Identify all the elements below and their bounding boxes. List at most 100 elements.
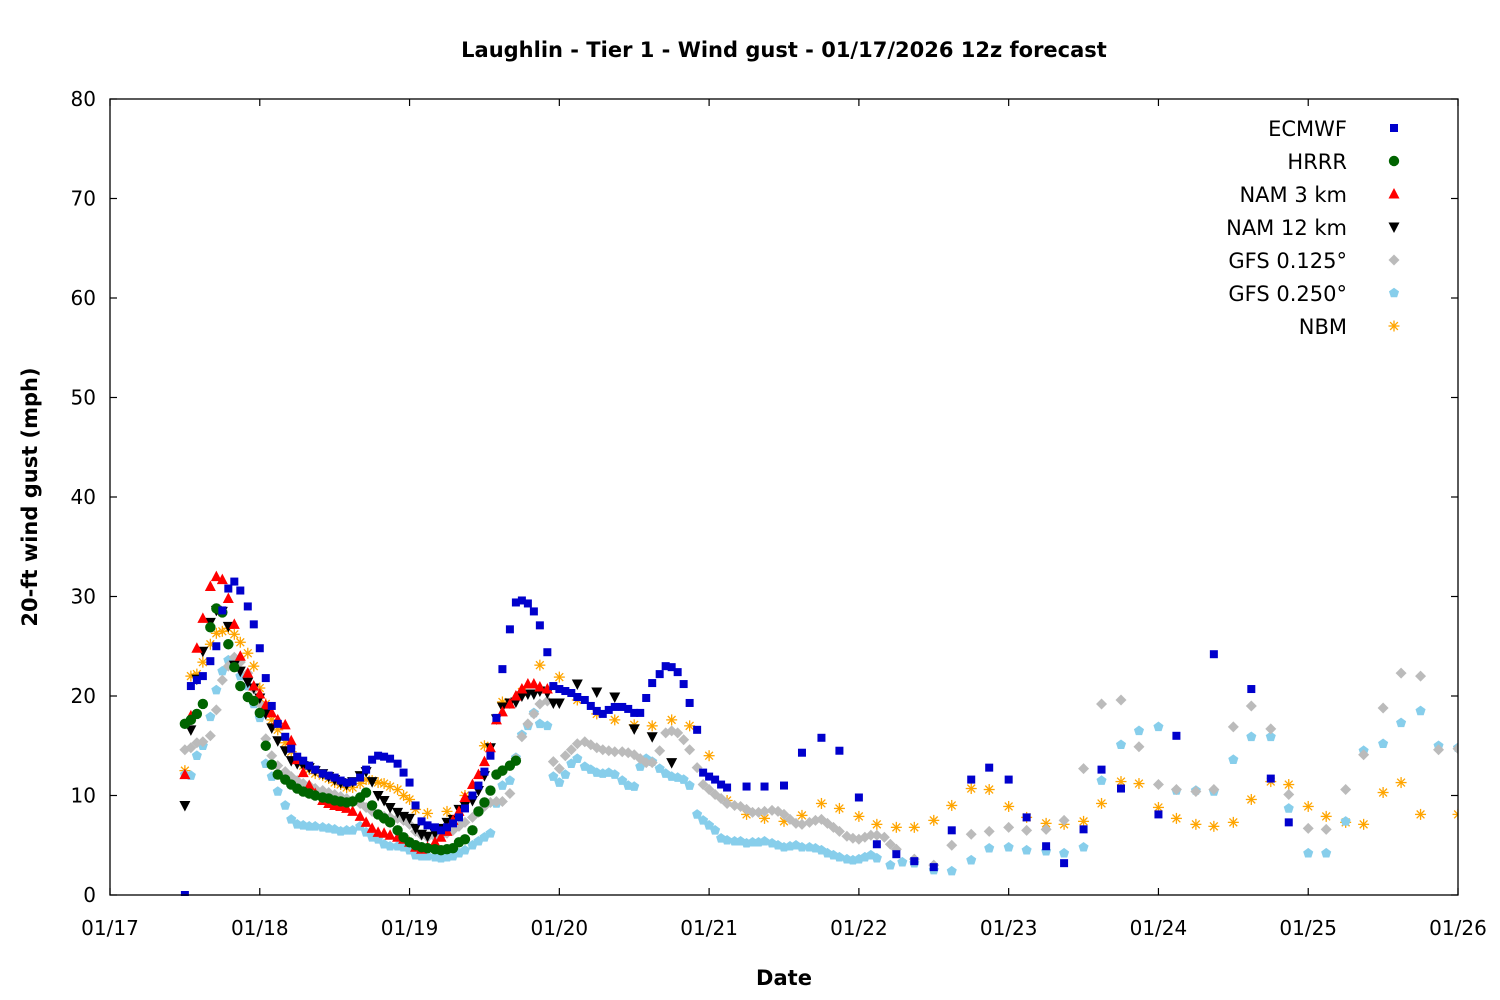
data-point bbox=[1396, 777, 1407, 788]
data-point bbox=[461, 804, 469, 812]
data-point bbox=[1303, 848, 1313, 858]
data-point bbox=[1116, 694, 1127, 705]
data-point bbox=[892, 850, 900, 858]
data-point bbox=[530, 607, 538, 615]
data-point bbox=[1023, 813, 1031, 821]
data-point bbox=[236, 587, 244, 595]
data-point bbox=[217, 675, 228, 686]
data-point bbox=[1060, 859, 1068, 867]
data-point bbox=[1153, 722, 1163, 732]
data-point bbox=[197, 612, 208, 623]
data-point bbox=[647, 720, 658, 731]
data-point bbox=[1267, 775, 1275, 783]
data-points bbox=[179, 571, 1463, 899]
data-point bbox=[1303, 823, 1314, 834]
data-point bbox=[1172, 732, 1180, 740]
data-point bbox=[1022, 845, 1032, 855]
data-point bbox=[528, 708, 539, 719]
data-point bbox=[229, 662, 239, 672]
data-point bbox=[666, 758, 677, 769]
data-point bbox=[212, 642, 220, 650]
data-point bbox=[230, 578, 238, 586]
data-point bbox=[1321, 848, 1331, 858]
data-point bbox=[654, 745, 665, 756]
data-point bbox=[948, 826, 956, 834]
y-axis-label: 20-ft wind gust (mph) bbox=[18, 367, 42, 626]
data-point bbox=[218, 606, 226, 614]
legend-marker bbox=[1390, 124, 1398, 132]
data-point bbox=[1021, 825, 1032, 836]
data-point bbox=[1321, 824, 1332, 835]
data-point bbox=[205, 730, 216, 741]
data-point bbox=[460, 834, 470, 844]
legend-label: GFS 0.250° bbox=[1228, 282, 1347, 306]
data-point bbox=[543, 648, 551, 656]
data-point bbox=[287, 745, 295, 753]
data-point bbox=[686, 699, 694, 707]
data-point bbox=[1059, 848, 1069, 858]
data-point bbox=[235, 637, 246, 648]
data-point bbox=[274, 720, 282, 728]
data-point bbox=[1098, 766, 1106, 774]
data-point bbox=[268, 702, 276, 710]
legend-label: ECMWF bbox=[1268, 117, 1347, 141]
data-point bbox=[1078, 763, 1089, 774]
data-point bbox=[424, 821, 432, 829]
data-point bbox=[206, 657, 214, 665]
legend-label: NBM bbox=[1299, 315, 1347, 339]
data-point bbox=[1171, 784, 1182, 795]
data-point bbox=[205, 622, 215, 632]
y-tick-label: 10 bbox=[71, 784, 96, 808]
data-point bbox=[680, 680, 688, 688]
data-point bbox=[1284, 803, 1294, 813]
data-point bbox=[909, 822, 920, 833]
data-point bbox=[262, 674, 270, 682]
data-point bbox=[1303, 801, 1314, 812]
data-point bbox=[524, 599, 532, 607]
legend-marker bbox=[1389, 188, 1400, 199]
data-point bbox=[422, 808, 433, 819]
data-point bbox=[235, 681, 245, 691]
data-point bbox=[1341, 816, 1351, 826]
x-tick-label: 01/24 bbox=[1130, 916, 1188, 940]
data-point bbox=[910, 857, 918, 865]
data-point bbox=[536, 621, 544, 629]
y-tick-label: 20 bbox=[71, 684, 96, 708]
data-point bbox=[1154, 810, 1162, 818]
data-point bbox=[1003, 822, 1014, 833]
data-point bbox=[928, 815, 939, 826]
data-point bbox=[1283, 789, 1294, 800]
data-point bbox=[1228, 754, 1238, 764]
legend-marker bbox=[1389, 321, 1400, 332]
data-point bbox=[486, 752, 494, 760]
data-point bbox=[647, 732, 658, 743]
data-point bbox=[349, 778, 357, 786]
data-point bbox=[966, 783, 977, 794]
chart: Laughlin - Tier 1 - Wind gust - 01/17/20… bbox=[0, 0, 1500, 1000]
data-point bbox=[947, 866, 957, 876]
y-tick-label: 60 bbox=[71, 286, 96, 310]
data-point bbox=[1171, 813, 1182, 824]
data-point bbox=[1340, 784, 1351, 795]
data-point bbox=[480, 768, 488, 776]
data-point bbox=[249, 696, 259, 706]
x-tick-label: 01/19 bbox=[381, 916, 439, 940]
data-point bbox=[853, 811, 864, 822]
data-point bbox=[611, 703, 619, 711]
data-point bbox=[966, 855, 976, 865]
data-point bbox=[1133, 778, 1144, 789]
data-point bbox=[179, 801, 190, 812]
data-point bbox=[855, 793, 863, 801]
data-point bbox=[642, 694, 650, 702]
data-point bbox=[1246, 700, 1257, 711]
data-point bbox=[666, 714, 677, 725]
data-point bbox=[1190, 786, 1201, 797]
data-point bbox=[256, 644, 264, 652]
data-point bbox=[1228, 817, 1239, 828]
data-point bbox=[361, 787, 371, 797]
x-tick-label: 01/23 bbox=[980, 916, 1038, 940]
x-tick-label: 01/21 bbox=[680, 916, 738, 940]
data-point bbox=[474, 782, 482, 790]
data-point bbox=[656, 670, 664, 678]
data-point bbox=[930, 863, 938, 871]
